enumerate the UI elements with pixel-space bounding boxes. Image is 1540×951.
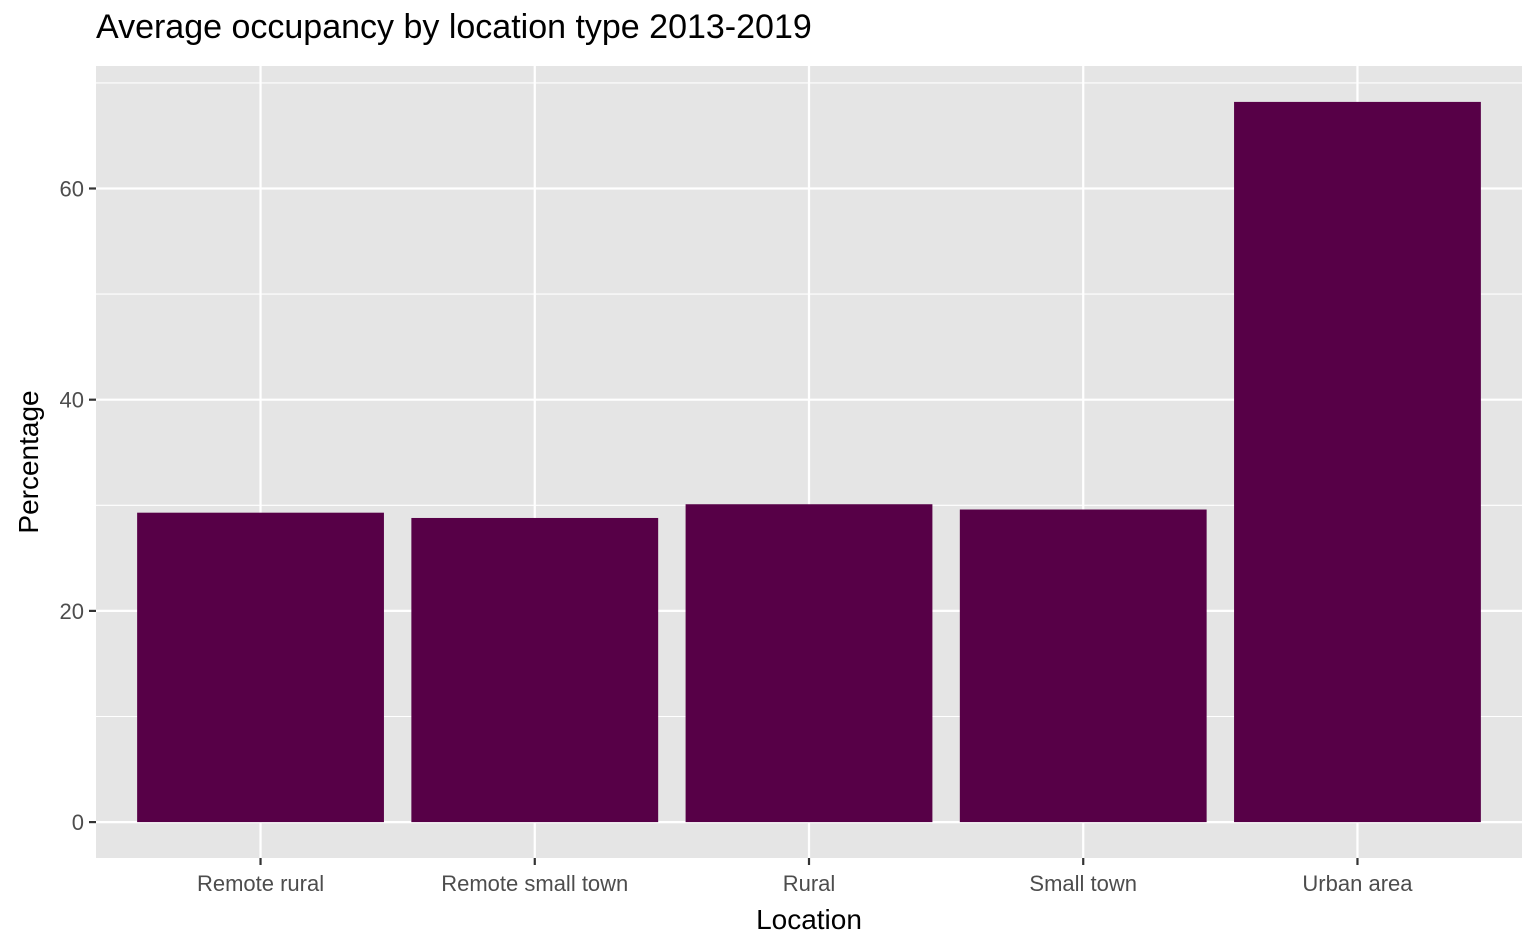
chart-title: Average occupancy by location type 2013-… bbox=[96, 8, 812, 46]
y-tick-label: 20 bbox=[60, 599, 84, 624]
axes: 0 20 40 60 Remote rural Remote small town Rura… bbox=[60, 176, 1414, 896]
x-tick-label: Rural bbox=[783, 871, 836, 896]
y-tick-label: 60 bbox=[60, 176, 84, 201]
x-tick-label: Remote small town bbox=[441, 871, 628, 896]
bars bbox=[137, 101, 1481, 823]
bar-rural bbox=[685, 504, 933, 823]
x-tick-label: Urban area bbox=[1302, 871, 1413, 896]
y-tick-label: 40 bbox=[60, 388, 84, 413]
x-axis-title: Location bbox=[756, 904, 862, 935]
bar-small-town bbox=[959, 509, 1207, 823]
y-axis-title: Percentage bbox=[13, 390, 44, 533]
bar-urban-area bbox=[1234, 101, 1481, 823]
x-tick-label: Small town bbox=[1029, 871, 1137, 896]
bar-remote-small-town bbox=[411, 517, 659, 823]
y-tick-label: 0 bbox=[72, 810, 84, 835]
x-tick-label: Remote rural bbox=[197, 871, 324, 896]
bar-remote-rural bbox=[137, 512, 384, 823]
